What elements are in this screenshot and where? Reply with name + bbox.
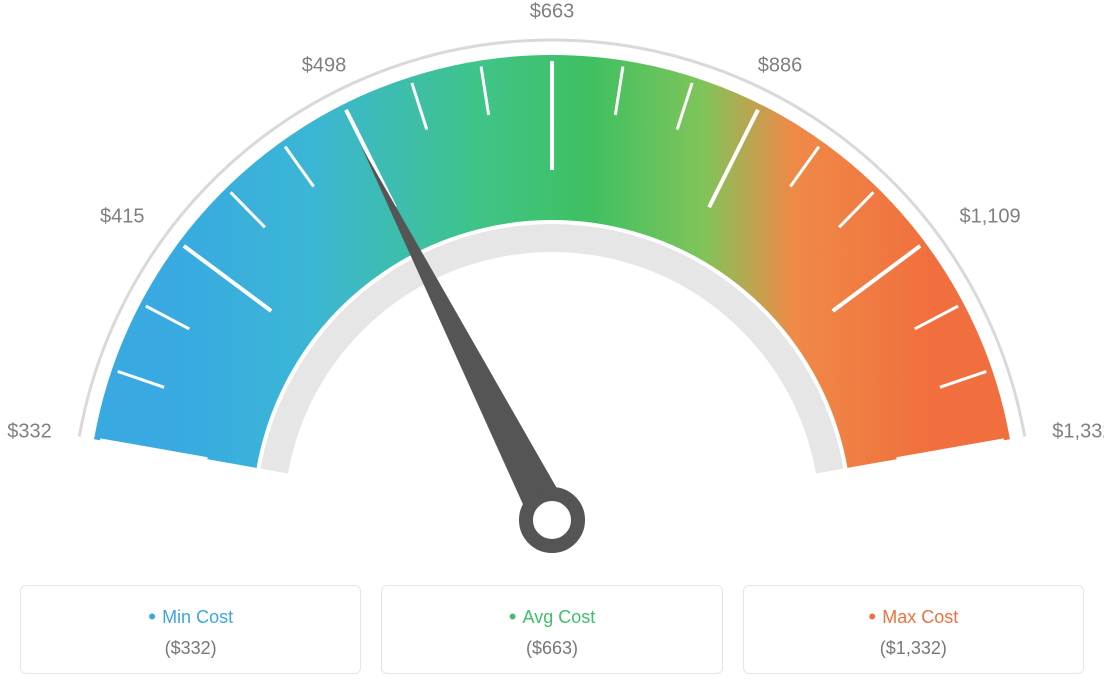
legend-card-max: Max Cost ($1,332) bbox=[743, 585, 1084, 674]
gauge-tick-label: $886 bbox=[758, 55, 803, 78]
legend-max-label: Max Cost bbox=[754, 604, 1073, 630]
gauge-tick-label: $332 bbox=[7, 420, 52, 443]
legend-min-value: ($332) bbox=[31, 638, 350, 659]
legend-card-min: Min Cost ($332) bbox=[20, 585, 361, 674]
gauge-tick-label: $1,332 bbox=[1052, 420, 1104, 443]
gauge-chart: $332$415$498$663$886$1,109$1,332 bbox=[20, 20, 1084, 565]
gauge-tick-label: $1,109 bbox=[959, 205, 1020, 228]
legend-row: Min Cost ($332) Avg Cost ($663) Max Cost… bbox=[20, 585, 1084, 674]
gauge-svg bbox=[20, 20, 1084, 560]
legend-card-avg: Avg Cost ($663) bbox=[381, 585, 722, 674]
gauge-tick-label: $415 bbox=[100, 205, 145, 228]
legend-avg-label: Avg Cost bbox=[392, 604, 711, 630]
legend-avg-value: ($663) bbox=[392, 638, 711, 659]
gauge-hub bbox=[526, 494, 578, 546]
gauge-tick-label: $663 bbox=[530, 1, 575, 24]
gauge-tick-label: $498 bbox=[302, 55, 347, 78]
legend-min-label: Min Cost bbox=[31, 604, 350, 630]
legend-max-value: ($1,332) bbox=[754, 638, 1073, 659]
